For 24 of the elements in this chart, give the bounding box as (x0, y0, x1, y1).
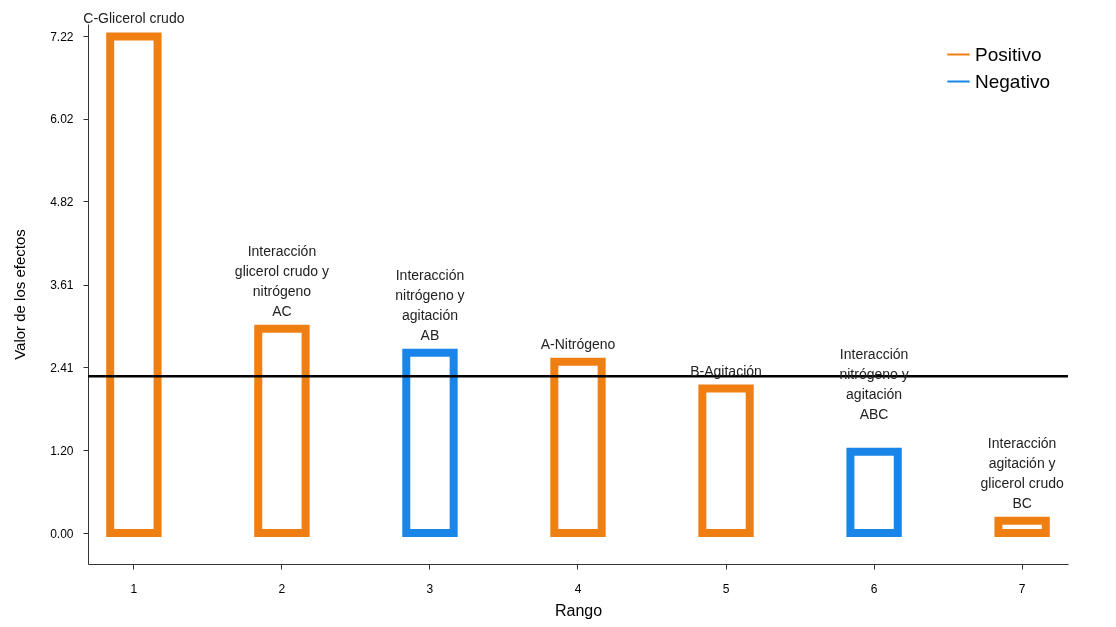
y-tick-label: 2.41 (50, 360, 74, 375)
y-axis-title: Valor de los efectos (11, 229, 29, 360)
annotation: B-Agitación (690, 362, 762, 379)
annotation: C-Glicerol crudo (83, 10, 185, 27)
annotation: A-Nitrógeno (540, 335, 616, 352)
y-tick-label: 3.61 (50, 278, 74, 293)
y-tick-label: 6.02 (50, 112, 74, 127)
x-tick-label: 7 (1018, 581, 1026, 596)
y-tick-label: 7.22 (50, 29, 74, 44)
x-tick-label: 5 (722, 581, 730, 596)
annotation: Interacción nitrógeno y agitación AB (395, 266, 465, 343)
x-tick-label: 3 (426, 581, 434, 596)
annotation: Interacción agitación y glicerol crudo BC (980, 434, 1064, 511)
x-tick-label: 1 (130, 581, 138, 596)
annotation: Interacción glicerol crudo y nitrógeno AC (234, 242, 330, 319)
y-tick-label: 0.00 (50, 526, 74, 541)
x-tick-label: 2 (278, 581, 286, 596)
y-tick-label: 1.20 (50, 444, 74, 458)
x-axis-title: Rango (554, 601, 603, 619)
x-tick-label: 6 (870, 581, 878, 596)
x-tick-label: 4 (574, 581, 582, 596)
legend-label: Negativo (975, 70, 1050, 92)
legend-label: Positivo (975, 43, 1042, 65)
y-tick-label: 4.82 (50, 194, 74, 209)
